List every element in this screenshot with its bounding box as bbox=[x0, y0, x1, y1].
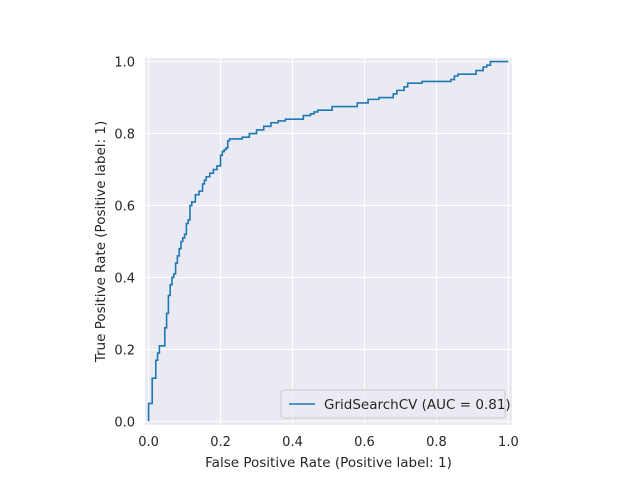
y-tick-label: 0.4 bbox=[114, 271, 135, 286]
roc-curve-line bbox=[147, 60, 509, 422]
x-tick-labels: 0.0 0.2 0.4 0.6 0.8 1.0 bbox=[138, 435, 518, 450]
x-axis-label: False Positive Rate (Positive label: 1) bbox=[205, 455, 452, 471]
x-tick-label: 0.8 bbox=[426, 435, 447, 450]
y-tick-label: 0.2 bbox=[114, 343, 135, 358]
x-tick-label: 0.4 bbox=[282, 435, 303, 450]
x-tick-label: 0.0 bbox=[138, 435, 159, 450]
y-tick-label: 0.8 bbox=[114, 128, 135, 143]
plot-area bbox=[145, 58, 512, 425]
y-tick-labels: 0.0 0.2 0.4 0.6 0.8 1.0 bbox=[114, 56, 135, 431]
legend: GridSearchCV (AUC = 0.81) bbox=[280, 389, 511, 419]
legend-label: GridSearchCV (AUC = 0.81) bbox=[324, 397, 511, 413]
x-tick-label: 0.2 bbox=[210, 435, 231, 450]
y-tick-label: 1.0 bbox=[114, 56, 135, 71]
y-tick-label: 0.0 bbox=[114, 415, 135, 430]
x-tick-label: 1.0 bbox=[498, 435, 519, 450]
y-tick-label: 0.6 bbox=[114, 200, 135, 215]
x-tick-label: 0.6 bbox=[354, 435, 375, 450]
legend-box bbox=[280, 389, 506, 419]
y-axis-label: True Positive Rate (Positive label: 1) bbox=[93, 121, 109, 364]
